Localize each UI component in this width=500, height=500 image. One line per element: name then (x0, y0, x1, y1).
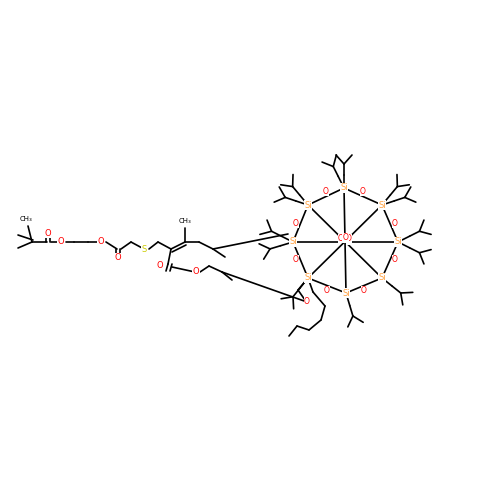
Text: O: O (44, 228, 52, 237)
Text: O: O (58, 238, 64, 246)
Text: Si: Si (340, 184, 348, 192)
Text: CH₃: CH₃ (20, 216, 32, 222)
Text: Si: Si (378, 274, 386, 282)
Text: O: O (323, 187, 329, 196)
Text: O: O (361, 286, 367, 295)
Text: O: O (338, 234, 344, 243)
Text: O: O (360, 187, 366, 196)
Text: Si: Si (289, 238, 297, 246)
Text: O: O (292, 256, 298, 264)
Text: Si: Si (342, 288, 350, 298)
Text: Si: Si (304, 274, 312, 282)
Text: O: O (114, 254, 121, 262)
Text: O: O (156, 260, 164, 270)
Text: O: O (392, 256, 398, 264)
Text: O: O (346, 234, 352, 243)
Text: O: O (346, 236, 352, 245)
Text: O: O (98, 238, 104, 246)
Text: CH₃: CH₃ (178, 218, 192, 224)
Text: Si: Si (394, 238, 402, 246)
Text: O: O (192, 268, 200, 276)
Text: O: O (292, 219, 298, 228)
Text: S: S (142, 244, 146, 254)
Text: O: O (342, 234, 348, 242)
Text: Si: Si (378, 200, 386, 209)
Text: Si: Si (304, 200, 312, 209)
Text: O: O (324, 286, 330, 295)
Text: O: O (304, 298, 310, 306)
Text: O: O (392, 219, 398, 228)
